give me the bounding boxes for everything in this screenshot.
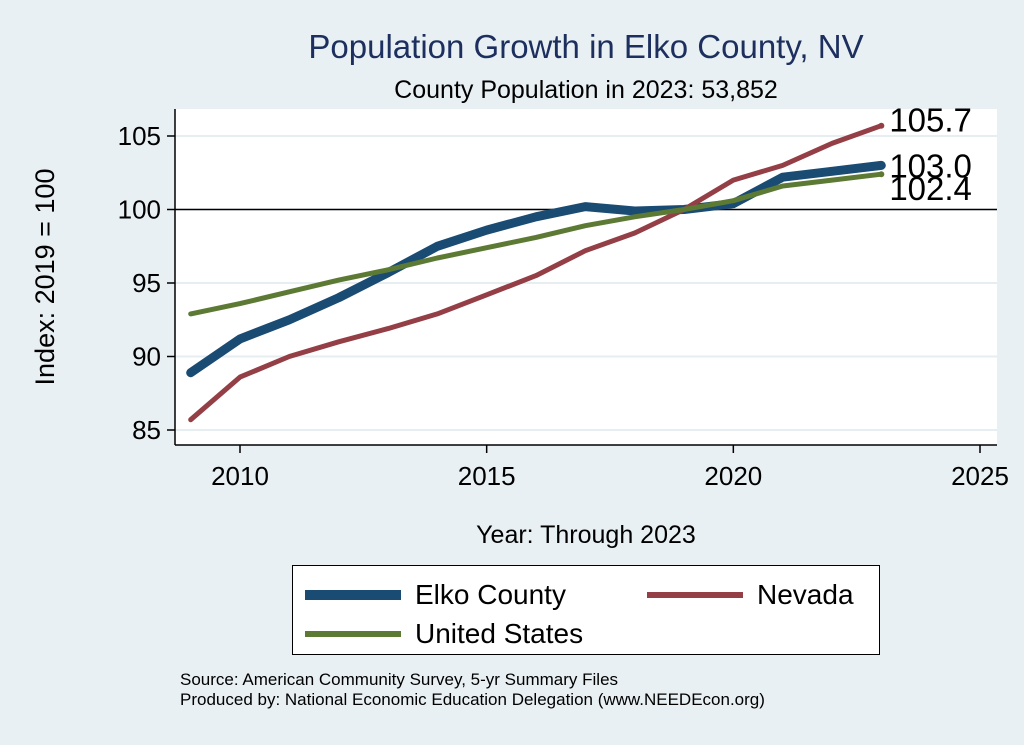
series-line-united-states — [188, 171, 884, 317]
legend-item-nevada: Nevada — [647, 579, 854, 610]
x-tick-label-2020: 2020 — [704, 461, 762, 491]
y-axis-label: Index: 2019 = 100 — [30, 169, 60, 386]
legend-item-elko-county: Elko County — [305, 579, 566, 610]
footer: Source: American Community Survey, 5-yr … — [180, 670, 765, 710]
end-label-united-states: 102.4 — [889, 170, 972, 207]
legend-label-nevada: Nevada — [757, 579, 854, 610]
end-label-elko-county: 103.0 — [889, 147, 972, 184]
producer-note: Produced by: National Economic Education… — [180, 690, 765, 709]
y-tick-label-100: 100 — [118, 195, 161, 225]
legend-item-united-states: United States — [305, 618, 584, 649]
series-line-elko-county — [186, 160, 886, 378]
series-end-point-elko-county — [878, 162, 885, 169]
series-end-point-nevada — [878, 122, 885, 129]
x-tick-label-2015: 2015 — [458, 461, 516, 491]
legend-swatch-elko-county — [305, 590, 401, 600]
x-tick-label-2010: 2010 — [211, 461, 269, 491]
legend-label-elko-county: Elko County — [415, 579, 566, 610]
end-labels: 103.0 105.7 102.4 — [889, 102, 972, 208]
series-lines — [186, 122, 886, 423]
plot-area — [175, 109, 997, 445]
chart-title: Population Growth in Elko County, NV — [308, 28, 863, 65]
y-tick-label-95: 95 — [132, 268, 161, 298]
chart-subtitle: County Population in 2023: 53,852 — [394, 76, 778, 104]
y-tick-label-105: 105 — [118, 121, 161, 151]
source-note: Source: American Community Survey, 5-yr … — [180, 670, 619, 689]
end-label-nevada: 105.7 — [889, 102, 972, 139]
axes: 85 90 95 100 105 2010 2015 2020 2025 — [118, 109, 1009, 491]
series-line-nevada — [188, 123, 884, 423]
x-tick-label-2025: 2025 — [951, 461, 1009, 491]
legend-swatch-united-states — [305, 631, 401, 637]
series-end-point-united-states — [878, 171, 885, 178]
x-axis-label: Year: Through 2023 — [476, 521, 696, 549]
y-tick-label-90: 90 — [132, 342, 161, 372]
legend-label-united-states: United States — [415, 618, 584, 649]
legend-swatch-nevada — [647, 592, 743, 598]
legend: Elko County Nevada United States — [292, 565, 880, 655]
y-tick-label-85: 85 — [132, 415, 161, 445]
